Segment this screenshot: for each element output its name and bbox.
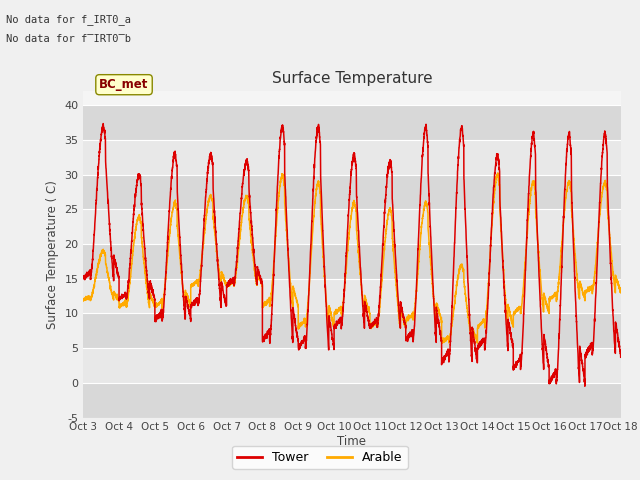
Bar bbox=[83, 209, 621, 244]
Bar bbox=[83, 244, 621, 279]
Bar bbox=[83, 105, 621, 140]
Y-axis label: Surface Temperature ( C): Surface Temperature ( C) bbox=[45, 180, 59, 329]
Text: No data for f_IRT0_a: No data for f_IRT0_a bbox=[6, 14, 131, 25]
X-axis label: Time: Time bbox=[337, 435, 367, 448]
Bar bbox=[83, 313, 621, 348]
Bar bbox=[83, 279, 621, 313]
Title: Surface Temperature: Surface Temperature bbox=[272, 71, 432, 86]
Bar bbox=[83, 383, 621, 418]
Text: No data for f̅IRT0̅b: No data for f̅IRT0̅b bbox=[6, 34, 131, 44]
Bar bbox=[83, 348, 621, 383]
Bar bbox=[83, 140, 621, 175]
Text: BC_met: BC_met bbox=[99, 78, 148, 91]
Legend: Tower, Arable: Tower, Arable bbox=[232, 446, 408, 469]
Bar bbox=[83, 175, 621, 209]
